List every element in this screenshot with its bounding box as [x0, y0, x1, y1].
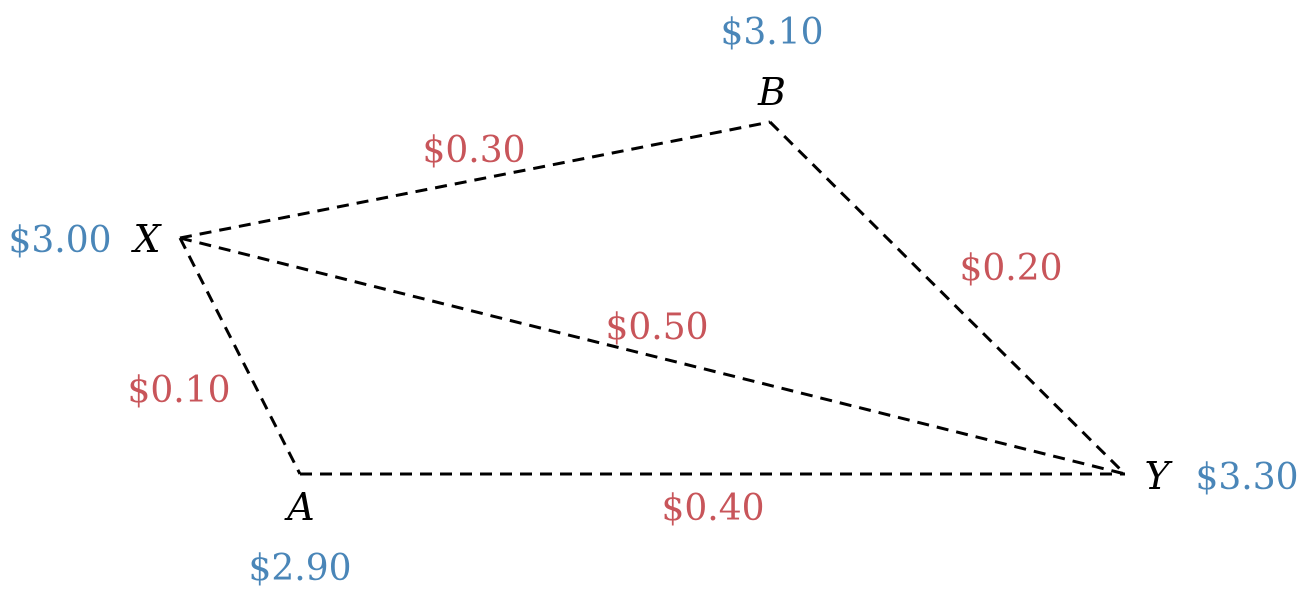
node-y-label: Y — [1144, 454, 1173, 498]
node-b-price: $3.10 — [720, 12, 823, 53]
edge-x-a-cost: $0.10 — [127, 370, 230, 411]
edge-b-y-cost: $0.20 — [959, 248, 1062, 289]
edge-a-y-cost: $0.40 — [661, 488, 764, 529]
node-x-label: X — [130, 217, 162, 261]
node-b-label: B — [757, 70, 786, 114]
edge-x-a — [178, 237, 302, 475]
node-a-price: $2.90 — [248, 548, 351, 589]
node-a-label: A — [284, 485, 314, 529]
edge-x-y — [179, 236, 1126, 476]
node-x-price: $3.00 — [8, 220, 111, 261]
edge-b-y — [768, 120, 1127, 476]
edge-x-y-cost: $0.50 — [605, 307, 708, 348]
edge-x-b — [179, 120, 771, 240]
edge-x-b-cost: $0.30 — [422, 130, 525, 171]
node-y-price: $3.30 — [1195, 457, 1298, 498]
